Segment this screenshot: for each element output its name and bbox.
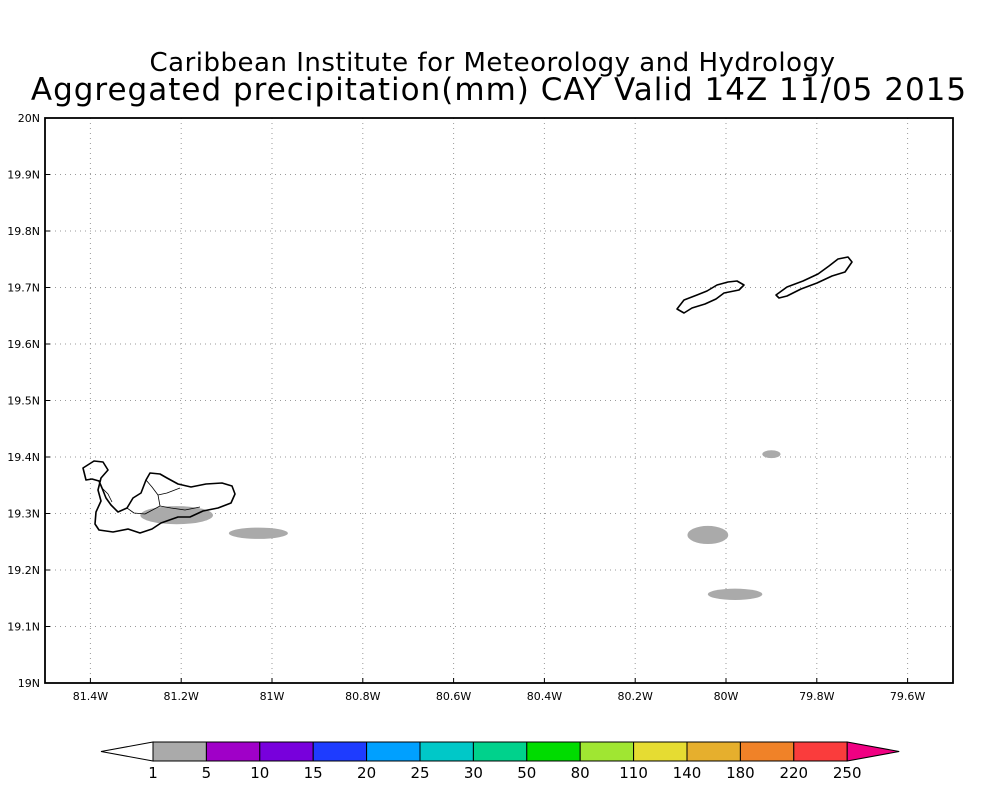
lat-tick-label: 19.7N — [7, 282, 40, 295]
colorbar-label: 250 — [833, 764, 862, 782]
lon-tick-label: 81.2W — [164, 690, 199, 703]
colorbar-swatch — [579, 741, 635, 762]
lat-tick-label: 19.3N — [7, 508, 40, 521]
lon-tick-label: 79.6W — [890, 690, 925, 703]
lat-tick-label: 20N — [18, 112, 40, 125]
precip-area-2 — [687, 525, 729, 545]
lat-tick-label: 19.9N — [7, 169, 40, 182]
colorbar-swatch — [419, 741, 474, 762]
precipitation-map: 20N 19.9N 19.8N 19.7N 19.6N 19.5N 19.4N 19.3N 19… — [7, 112, 954, 703]
colorbar-label: 5 — [202, 764, 212, 782]
precip-area-0 — [140, 506, 213, 525]
lon-tick-label: 80.6W — [436, 690, 471, 703]
lon-tick-label: 80.4W — [527, 690, 562, 703]
lat-tick-label: 19.6N — [7, 338, 40, 351]
colorbar-swatch — [686, 741, 741, 762]
lon-tick-label: 79.8W — [799, 690, 834, 703]
lat-tick-label: 19.1N — [7, 621, 40, 634]
colorbar-over-arrow — [846, 741, 900, 762]
lat-tick-label: 19N — [18, 677, 40, 690]
chart-title-product: Aggregated precipitation(mm) CAY Valid 1… — [30, 72, 968, 108]
colorbar-label: 10 — [250, 764, 269, 782]
lon-tick-label: 81W — [260, 690, 285, 703]
chart-title-institute: Caribbean Institute for Meteorology and … — [149, 48, 836, 78]
colorbar-label: 110 — [619, 764, 648, 782]
colorbar-label: 140 — [673, 764, 702, 782]
colorbar-swatch — [633, 741, 688, 762]
cayman-brac-outline — [775, 256, 853, 299]
colorbar-swatch — [793, 741, 848, 762]
colorbar-swatch — [472, 741, 528, 762]
map-axes: 20N 19.9N 19.8N 19.7N 19.6N 19.5N 19.4N 19.3N 19… — [7, 112, 954, 703]
colorbar-label: 50 — [517, 764, 536, 782]
lon-tick-label: 80W — [714, 690, 739, 703]
grand-cayman-outline — [82, 460, 236, 534]
little-cayman-outline — [676, 280, 745, 314]
colorbar-swatch — [152, 741, 207, 762]
lon-tick-label: 81.4W — [73, 690, 108, 703]
map-frame — [44, 117, 954, 684]
grand-cayman-inner-outline — [101, 479, 201, 515]
lat-tick-label: 19.2N — [7, 564, 40, 577]
precipitation-areas — [140, 450, 781, 600]
lat-tick-label: 19.8N — [7, 225, 40, 238]
colorbar-label: 220 — [779, 764, 808, 782]
colorbar-swatch — [312, 741, 368, 762]
colorbar-swatches — [100, 741, 900, 762]
precip-area-4 — [762, 450, 781, 459]
colorbar-swatch — [205, 741, 261, 762]
colorbar-label: 180 — [726, 764, 755, 782]
island-outlines — [82, 256, 853, 534]
lon-tick-label: 80.2W — [618, 690, 653, 703]
grid-lines — [45, 118, 953, 683]
colorbar-label: 20 — [357, 764, 376, 782]
lon-tick-label: 80.8W — [345, 690, 380, 703]
colorbar-swatch — [366, 741, 421, 762]
lat-tick-label: 19.4N — [7, 451, 40, 464]
colorbar-label: 1 — [148, 764, 158, 782]
colorbar-label: 30 — [464, 764, 483, 782]
lat-tick-label: 19.5N — [7, 395, 40, 408]
colorbar-swatch — [526, 741, 581, 762]
colorbar-labels: 1 5 10 15 20 25 30 50 80 110 140 180 220 250 — [148, 764, 861, 782]
precip-area-1 — [228, 527, 288, 539]
colorbar-swatch — [259, 741, 314, 762]
colorbar-label: 25 — [410, 764, 429, 782]
colorbar-under-arrow — [100, 741, 154, 762]
colorbar-swatch — [739, 741, 795, 762]
colorbar-label: 80 — [571, 764, 590, 782]
precip-area-3 — [707, 588, 763, 600]
colorbar-label: 15 — [304, 764, 323, 782]
